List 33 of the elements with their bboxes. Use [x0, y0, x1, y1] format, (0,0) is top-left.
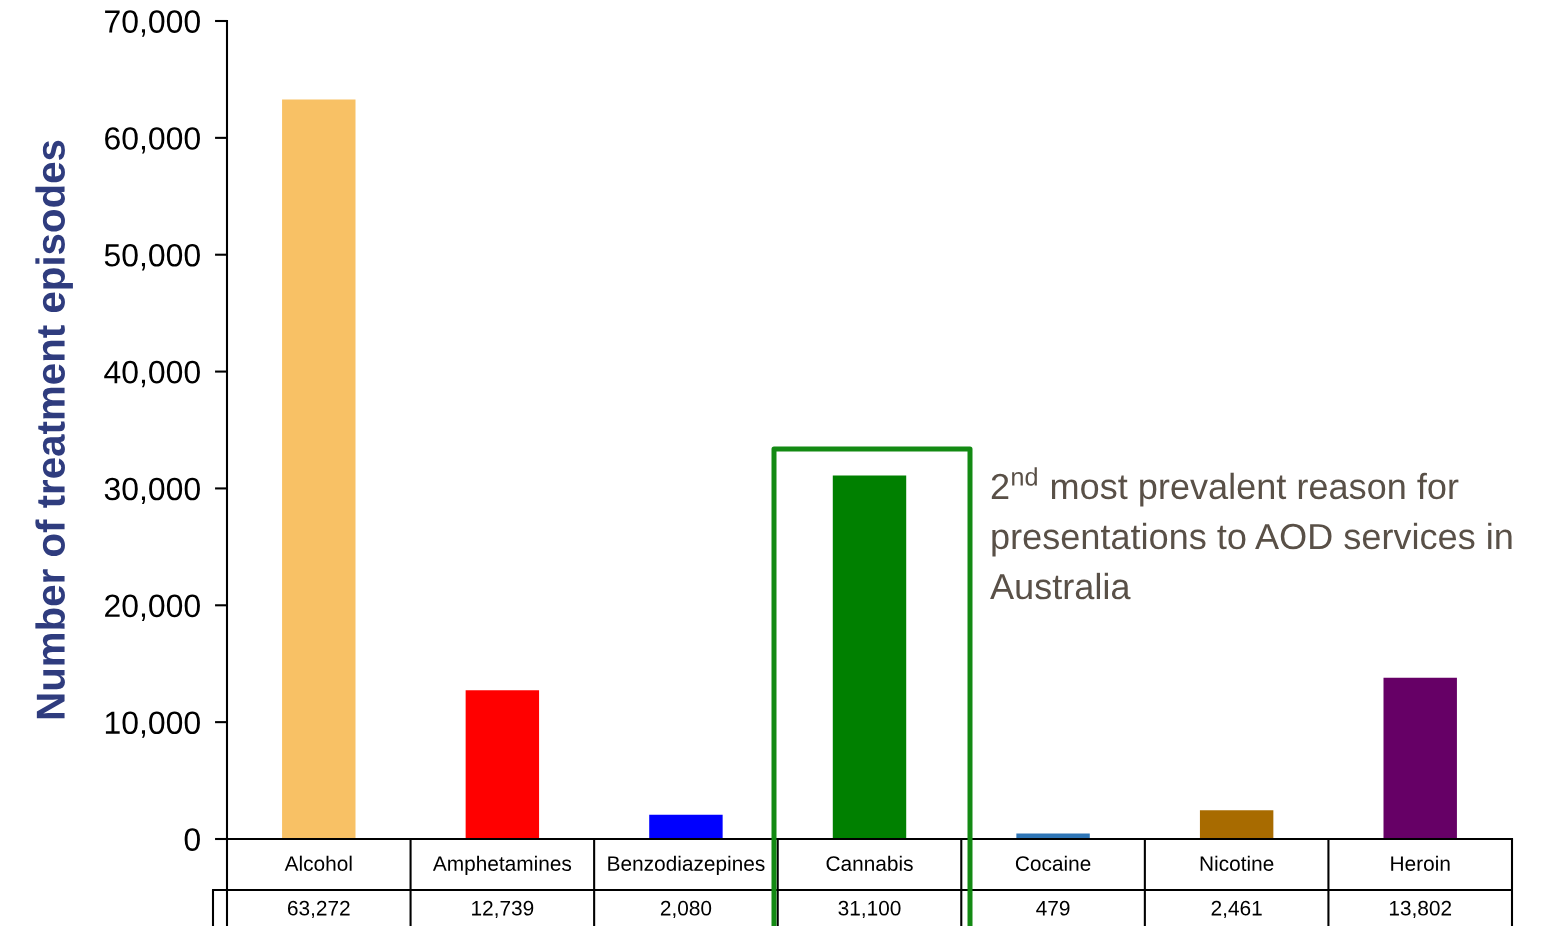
data-label: 2,080: [660, 900, 712, 919]
y-tick-label: 20,000: [105, 594, 200, 621]
y-tick-label: 70,000: [105, 10, 200, 37]
bar: [1383, 677, 1457, 839]
bar: [832, 475, 907, 839]
x-tick-label: Heroin: [1391, 855, 1450, 871]
y-tick-label: 40,000: [104, 360, 200, 388]
annotation: 2$^{nd}$ most prevalent reason for: [991, 467, 1459, 507]
data-label: 479: [1036, 900, 1070, 916]
y-tick-label: 60,000: [105, 127, 200, 154]
x-tick-label: Alcohol: [284, 855, 352, 871]
data-label: 63,272: [287, 900, 350, 919]
data-label: 12,739: [472, 900, 534, 919]
y-tick-label: 0: [184, 828, 200, 851]
x-tick-label: Amphetamines: [432, 855, 572, 876]
x-tick-label: Nicotine: [1200, 855, 1274, 871]
data-label: 31,100: [838, 900, 901, 919]
bar: [649, 814, 723, 839]
y-tick-label: 30,000: [104, 477, 200, 505]
bar: [282, 99, 356, 839]
y-tick-label: 50,000: [104, 243, 200, 271]
y-axis-title: Number of treatment episodes: [35, 140, 73, 719]
bar: [1199, 810, 1274, 839]
y-tick-label: 10,000: [105, 711, 200, 738]
annotation: Australia: [990, 572, 1131, 600]
data-label: 13,802: [1389, 900, 1452, 919]
x-tick-label: Cocaine: [1015, 855, 1091, 871]
bar: [1016, 833, 1090, 839]
x-tick-label: Benzodiazepines: [608, 855, 765, 876]
data-label: 2,461: [1211, 900, 1262, 919]
bar: [465, 690, 540, 839]
annotation: presentations to AOD services in: [992, 522, 1512, 557]
x-tick-label: Cannabis: [826, 855, 913, 871]
